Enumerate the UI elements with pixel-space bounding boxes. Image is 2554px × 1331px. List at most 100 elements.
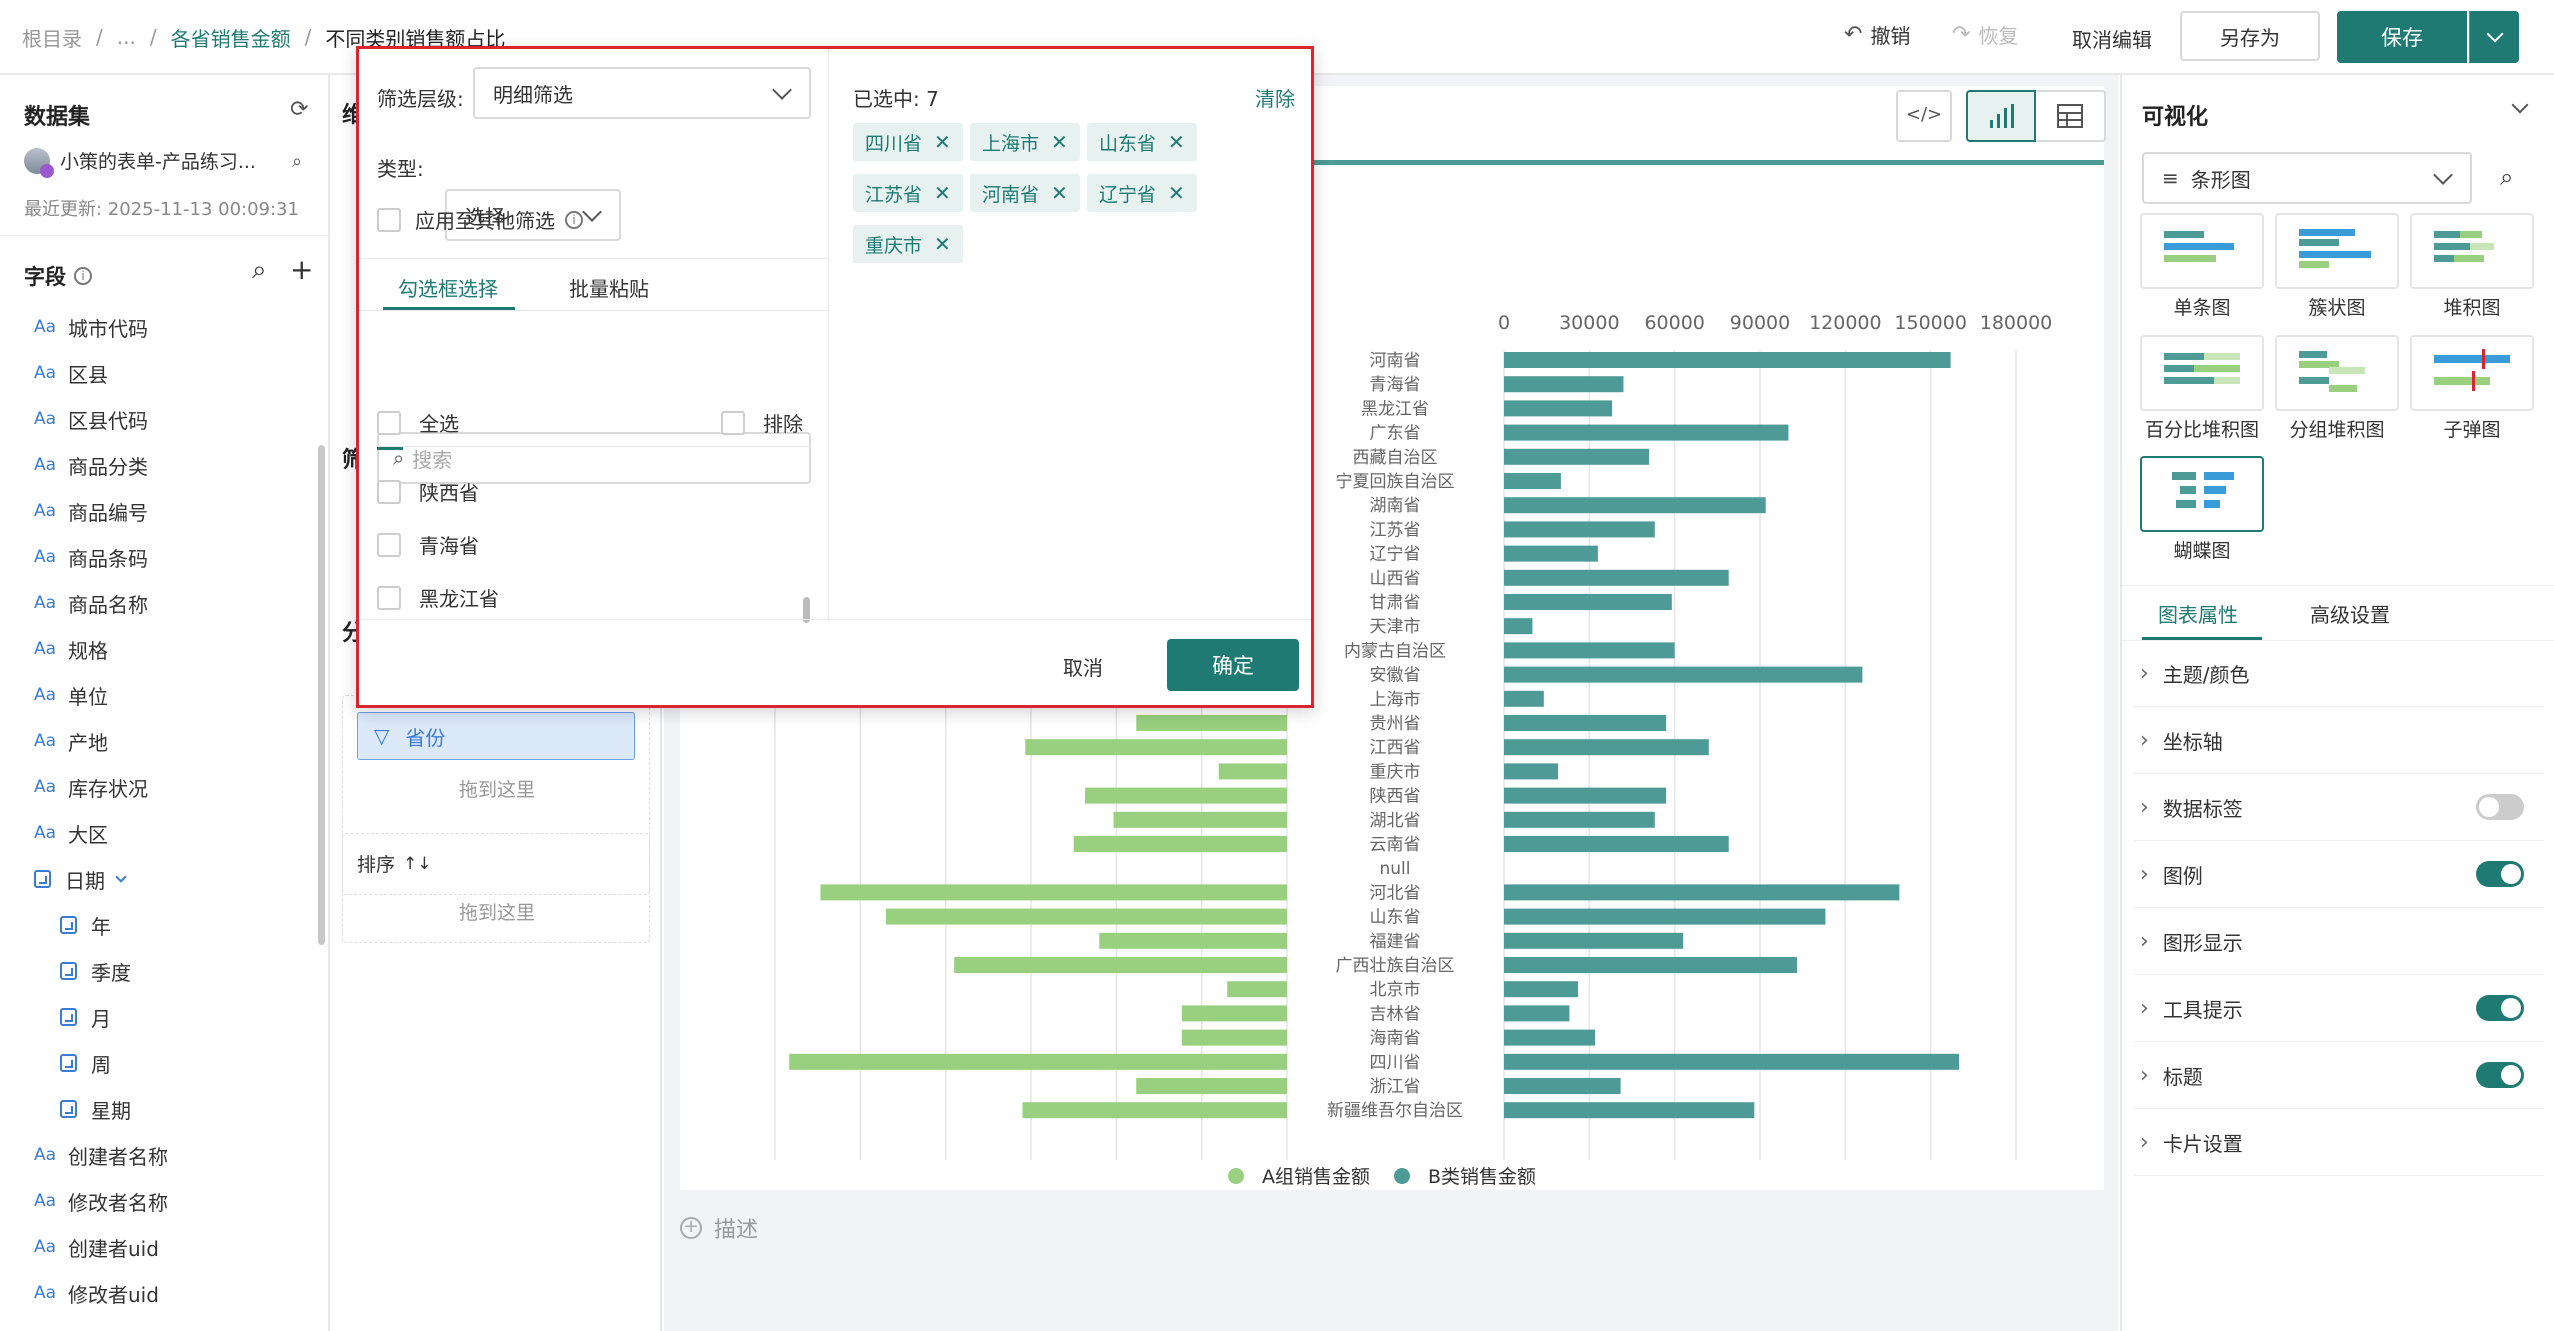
field-item-date-child[interactable]: 年 xyxy=(34,902,314,948)
refresh-icon[interactable]: ⟳ xyxy=(290,97,309,122)
search-icon[interactable]: ⌕ xyxy=(252,255,267,285)
selected-tag[interactable]: 重庆市 ✕ xyxy=(853,225,963,263)
field-item[interactable]: Aa 商品编号 xyxy=(34,500,148,525)
chevron-down-icon[interactable] xyxy=(2511,96,2529,114)
table-view-button[interactable] xyxy=(2036,90,2106,142)
chart-type-label[interactable]: 百分比堆积图 xyxy=(2144,419,2259,441)
field-item[interactable]: Aa 修改者名称 xyxy=(34,1190,168,1215)
save-as-button[interactable]: 另存为 xyxy=(2180,11,2320,61)
chart-type-option[interactable] xyxy=(2275,335,2399,411)
chart-view-button[interactable] xyxy=(1966,90,2036,142)
property-row[interactable]: › 图例 xyxy=(2134,841,2544,908)
toggle-switch[interactable] xyxy=(2476,1062,2524,1088)
property-row[interactable]: › 卡片设置 xyxy=(2134,1109,2544,1176)
apply-to-other-filters[interactable]: 应用至其他筛选 i xyxy=(377,205,583,234)
select-all-checkbox[interactable]: 全选 xyxy=(377,408,459,437)
selected-tag[interactable]: 江苏省 ✕ xyxy=(853,174,963,212)
undo-button[interactable]: ↶ 撤销 xyxy=(1844,22,1911,48)
field-item-date-child[interactable]: 周 xyxy=(34,1040,314,1086)
chart-type-label[interactable]: 单条图 xyxy=(2173,297,2231,319)
field-item[interactable]: Aa 单位 xyxy=(34,684,108,709)
close-icon[interactable]: ✕ xyxy=(1168,181,1185,205)
field-item[interactable]: Aa 区县代码 xyxy=(34,408,148,433)
search-dataset-icon[interactable]: ⌕ xyxy=(292,151,303,172)
close-icon[interactable]: ✕ xyxy=(934,181,951,205)
selected-tag[interactable]: 上海市 ✕ xyxy=(970,123,1080,161)
field-item[interactable]: Aa 库存状况 xyxy=(34,776,148,801)
cancel-button[interactable]: 取消 xyxy=(1063,656,1103,680)
search-icon[interactable]: ⌕ xyxy=(2500,163,2514,191)
filter-type-select[interactable]: 选择 xyxy=(445,189,621,241)
filter-search-input[interactable]: ⌕ 搜索 xyxy=(377,432,811,484)
tab-advanced-settings[interactable]: 高级设置 xyxy=(2310,603,2390,627)
tab-chart-properties[interactable]: 图表属性 xyxy=(2158,603,2238,627)
field-item-date-child[interactable]: 月 xyxy=(34,994,314,1040)
selected-tag[interactable]: 山东省 ✕ xyxy=(1087,123,1197,161)
property-row[interactable]: › 图形显示 xyxy=(2134,908,2544,975)
confirm-button[interactable]: 确定 xyxy=(1167,639,1299,691)
field-item-date-child[interactable]: 季度 xyxy=(34,948,314,994)
chart-type-select[interactable]: ≡ 条形图 xyxy=(2142,152,2472,204)
property-row[interactable]: › 坐标轴 xyxy=(2134,707,2544,774)
breadcrumb-root[interactable]: 根目录 xyxy=(22,26,82,51)
scrollbar[interactable] xyxy=(803,597,810,623)
save-button[interactable]: 保存 xyxy=(2337,11,2467,63)
field-item[interactable]: Aa 城市代码 xyxy=(34,316,148,341)
chart-type-label[interactable]: 分组堆积图 xyxy=(2289,419,2385,441)
option-item[interactable]: 黑龙江省 xyxy=(377,583,499,612)
selected-tag[interactable]: 四川省 ✕ xyxy=(853,123,963,161)
save-dropdown-button[interactable] xyxy=(2469,11,2519,63)
field-item[interactable]: Aa 区县 xyxy=(34,362,108,387)
chart-type-option[interactable] xyxy=(2140,335,2264,411)
selected-tag[interactable]: 辽宁省 ✕ xyxy=(1087,174,1197,212)
chart-type-label[interactable]: 子弹图 xyxy=(2443,419,2501,441)
tab-checkbox-select[interactable]: 勾选框选择 xyxy=(398,277,498,301)
field-item[interactable]: Aa 规格 xyxy=(34,638,108,663)
breadcrumb-parent[interactable]: 各省销售金额 xyxy=(170,26,291,51)
close-icon[interactable]: ✕ xyxy=(1168,130,1185,154)
breadcrumb-ellipsis[interactable]: ... xyxy=(116,25,136,49)
chart-type-option[interactable] xyxy=(2140,213,2264,289)
option-item[interactable]: 青海省 xyxy=(377,530,479,559)
chart-type-label[interactable]: 蝴蝶图 xyxy=(2173,540,2231,562)
field-item[interactable]: Aa 创建者uid xyxy=(34,1236,159,1261)
close-icon[interactable]: ✕ xyxy=(1051,181,1068,205)
filter-level-select[interactable]: 明细筛选 xyxy=(473,67,811,119)
sort-drop-zone[interactable] xyxy=(342,833,650,943)
property-row[interactable]: › 标题 xyxy=(2134,1042,2544,1109)
close-icon[interactable]: ✕ xyxy=(934,232,951,256)
toggle-switch[interactable] xyxy=(2476,995,2524,1021)
cancel-edit-button[interactable]: 取消编辑 xyxy=(2072,28,2152,52)
field-item[interactable]: Aa 修改者uid xyxy=(34,1282,159,1307)
code-view-button[interactable]: </> xyxy=(1896,90,1952,142)
field-item[interactable]: Aa 创建者名称 xyxy=(34,1144,168,1169)
toggle-switch[interactable] xyxy=(2476,861,2524,887)
field-item[interactable]: Aa 产地 xyxy=(34,730,108,755)
field-item[interactable]: Aa 商品条码 xyxy=(34,546,148,571)
field-item-date[interactable]: 日期 xyxy=(34,856,314,902)
chart-type-option[interactable] xyxy=(2140,456,2264,532)
clear-button[interactable]: 清除 xyxy=(1255,87,1295,111)
chart-type-label[interactable]: 簇状图 xyxy=(2308,297,2366,319)
apply-checkbox[interactable] xyxy=(377,207,401,232)
chart-type-label[interactable]: 堆积图 xyxy=(2443,297,2501,319)
field-item[interactable]: Aa 商品名称 xyxy=(34,592,148,617)
tab-batch-paste[interactable]: 批量粘贴 xyxy=(569,277,649,301)
property-row[interactable]: › 主题/颜色 xyxy=(2134,640,2544,707)
dataset-name[interactable]: 小策的表单-产品练习... xyxy=(60,151,256,173)
describe-button[interactable]: + 描述 xyxy=(680,1212,758,1244)
field-item[interactable]: Aa 商品分类 xyxy=(34,454,148,479)
selected-tag[interactable]: 河南省 ✕ xyxy=(970,174,1080,212)
close-icon[interactable]: ✕ xyxy=(934,130,951,154)
property-row[interactable]: › 数据标签 xyxy=(2134,774,2544,841)
redo-button[interactable]: ↷ 恢复 xyxy=(1952,22,2019,48)
scrollbar[interactable] xyxy=(318,445,325,945)
field-item[interactable]: Aa 大区 xyxy=(34,822,108,847)
option-item[interactable]: 陕西省 xyxy=(377,477,479,506)
property-row[interactable]: › 工具提示 xyxy=(2134,975,2544,1042)
chart-type-option[interactable] xyxy=(2275,213,2399,289)
chart-type-option[interactable] xyxy=(2410,213,2534,289)
add-icon[interactable]: + xyxy=(290,253,314,286)
field-item-date-child[interactable]: 星期 xyxy=(34,1086,314,1132)
filter-chip-province[interactable]: ▽ 省份 xyxy=(357,712,635,760)
